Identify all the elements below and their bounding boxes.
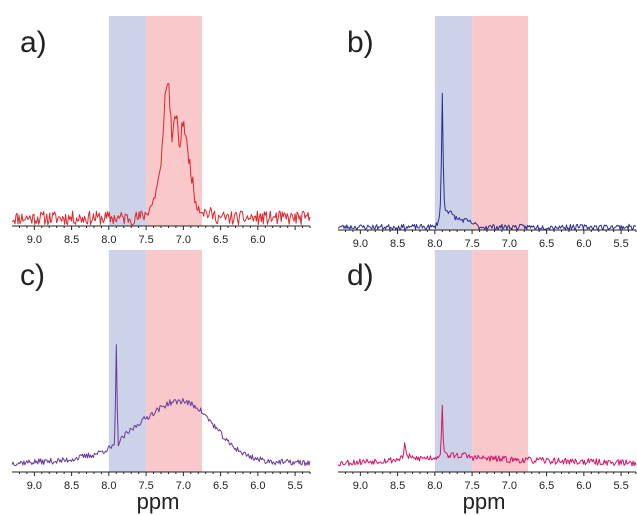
x-tick-label: 6.0 (576, 480, 591, 492)
shaded-region-red (472, 250, 528, 472)
x-tick-label: 6.0 (576, 238, 591, 250)
x-axis-ticks: 9.0 8.5 8.0 7.5 7.0 6.5 6.0 5.5 (344, 230, 637, 250)
x-tick-label: 7.5 (464, 238, 479, 250)
x-tick-label: 5.5 (613, 238, 628, 250)
x-axis-ticks: 9.0 8.5 8.0 7.5 7.0 6.5 6.0 5.5 (344, 472, 637, 492)
panel-label: d) (347, 259, 374, 292)
x-tick-label: 9.0 (27, 234, 42, 246)
x-tick-label: 7.5 (464, 480, 479, 492)
shaded-region-red (146, 250, 202, 472)
panel-label: a) (20, 26, 47, 59)
panel-d: d) 9.0 8.5 8.0 7.5 7.0 6.5 6.0 5.5 ppm (337, 250, 637, 514)
x-tick-label: 6.5 (213, 234, 228, 246)
x-tick-label: 8.5 (64, 234, 79, 246)
x-tick-label: 6.0 (250, 234, 265, 246)
x-tick-label: 5.5 (613, 480, 628, 492)
x-tick-label: 9.0 (27, 480, 42, 492)
x-axis-title: ppm (463, 489, 506, 514)
x-tick-label: 6.5 (539, 480, 554, 492)
panel-b: b) 9.0 8.5 8.0 7.5 7.0 6.5 6.0 5.5 (337, 16, 637, 250)
x-tick-label: 7.0 (502, 480, 517, 492)
panel-a: a) 9.0 8.5 8.0 7.5 7.0 6.5 6.0 (11, 16, 311, 246)
shaded-region-red (472, 16, 528, 230)
x-tick-label: 6.0 (250, 480, 265, 492)
x-tick-label: 8.5 (390, 238, 405, 250)
x-tick-label: 7.5 (138, 234, 153, 246)
x-tick-label: 8.5 (64, 480, 79, 492)
x-tick-label: 6.5 (213, 480, 228, 492)
x-tick-label: 5.5 (287, 480, 302, 492)
spectrum-line (11, 344, 311, 467)
panel-c: c) 9.0 8.5 8.0 7.5 7.0 6.5 6.0 5.5 ppm (11, 250, 311, 514)
x-tick-label: 7.5 (138, 480, 153, 492)
x-axis-ticks: 9.0 8.5 8.0 7.5 7.0 6.5 6.0 (18, 226, 311, 246)
x-tick-label: 8.0 (427, 238, 442, 250)
x-axis-title: ppm (137, 489, 180, 514)
shaded-region-blue (434, 250, 473, 472)
x-tick-label: 9.0 (353, 238, 368, 250)
panel-label: c) (20, 259, 45, 292)
spectrum-line (337, 404, 637, 467)
x-tick-label: 6.5 (539, 238, 554, 250)
spectrum-line (11, 83, 311, 226)
x-tick-label: 9.0 (353, 480, 368, 492)
x-tick-label: 8.0 (427, 480, 442, 492)
x-tick-label: 8.0 (101, 480, 116, 492)
x-tick-label: 7.0 (502, 238, 517, 250)
spectrum-line (337, 92, 637, 231)
x-tick-label: 8.5 (390, 480, 405, 492)
shaded-region-blue (108, 16, 147, 226)
panel-label: b) (347, 26, 374, 59)
x-axis-ticks: 9.0 8.5 8.0 7.5 7.0 6.5 6.0 5.5 (18, 472, 311, 492)
x-tick-label: 8.0 (101, 234, 116, 246)
x-tick-label: 7.0 (176, 234, 191, 246)
x-tick-label: 7.0 (176, 480, 191, 492)
